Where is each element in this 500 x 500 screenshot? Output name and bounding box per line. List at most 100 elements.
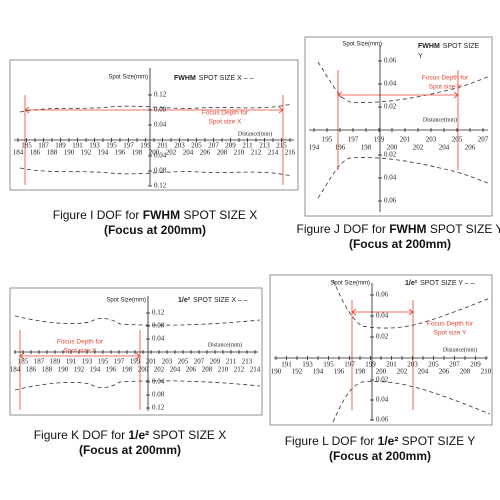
annotation: Focus Depth for [422, 75, 469, 82]
x-tick-label: 190 [58, 366, 69, 374]
x-tick-label: 192 [74, 366, 85, 374]
caption-focus: (Focus at 200mm) [328, 449, 432, 463]
lower-curve [332, 381, 491, 423]
annotation: Spot size Y [434, 330, 467, 337]
x-tick-label: 186 [30, 149, 41, 157]
x-tick-label: 207 [208, 142, 219, 150]
x-tick-label: 200 [149, 149, 160, 157]
caption-focus: (Focus at 200mm) [103, 223, 207, 237]
x-tick-label: 197 [123, 142, 134, 150]
x-tick-label: 207 [478, 136, 489, 144]
title-bold: FWHM [418, 43, 440, 50]
x-tick-label: 201 [386, 361, 397, 369]
y-tick-label: 0.12 [152, 309, 165, 317]
title-rest: SPOT SIZE [443, 43, 480, 50]
x-tick-label: 209 [210, 358, 221, 366]
x-tick-label: 196 [334, 368, 345, 376]
x-tick-label: 195 [106, 142, 117, 150]
caption-suffix: SPOT SIZE X [183, 208, 258, 222]
title-rest: SPOT SIZE Y – – [420, 280, 475, 287]
x-tick-label: 199 [130, 358, 141, 366]
x-tick-label: 201 [157, 142, 168, 150]
x-tick-label: 214 [250, 366, 261, 374]
axis-title: Spot Size(mm) [106, 298, 146, 304]
y-tick-label: 0.08 [152, 391, 165, 399]
y-tick-label: 0.04 [154, 152, 167, 160]
x-tick-label: 206 [200, 149, 211, 157]
caption: Figure K DOF for 1/e² SPOT SIZE X (Focus … [34, 428, 227, 458]
panel-frame [269, 274, 493, 426]
caption-bold: FWHM [389, 222, 427, 236]
panel-title: 1/e² SPOT SIZE Y – – [405, 280, 475, 287]
panel-title: FWHM SPOT SIZE [418, 43, 480, 50]
caption: Figure J DOF for FWHM SPOT SIZE Y (Focus … [297, 222, 500, 252]
x-tick-label: 211 [242, 142, 253, 150]
focus-range [337, 70, 459, 170]
x-tick-label: 187 [38, 142, 49, 150]
x-tick-label: 205 [428, 361, 439, 369]
y-tick-label: 0.08 [154, 106, 167, 114]
axis-title: Spot Size(mm) [342, 42, 382, 48]
caption-line: Figure L DOF for 1/e² SPOT SIZE Y [285, 434, 476, 449]
x-tick-label: 209 [225, 142, 236, 150]
y-tick-label: 0.04 [154, 121, 167, 129]
x-tick-label: 189 [50, 358, 61, 366]
x-tick-label: 196 [335, 144, 346, 152]
x-tick-label: 205 [452, 136, 463, 144]
annotation: Focus Depth for [57, 339, 104, 346]
caption-line: Figure I DOF for FWHM SPOT SIZE X [53, 208, 258, 223]
x-tick-label: 206 [465, 144, 476, 152]
x-tick-label: 193 [89, 142, 100, 150]
x-tick-label: 193 [302, 361, 313, 369]
panel-frame [304, 36, 493, 217]
x-tick-label: 196 [115, 149, 126, 157]
y-tick-label: 0.04 [384, 174, 397, 182]
x-tick-label: 198 [355, 368, 366, 376]
focus-range [19, 330, 141, 410]
y-tick-label: 0.06 [376, 416, 389, 424]
x-tick-label: 189 [55, 142, 66, 150]
upper-curve [19, 103, 293, 113]
title-rest: SPOT SIZE X – – [193, 297, 248, 304]
distance-label: Distance(mm) [238, 130, 272, 137]
x-tick-label: 215 [276, 142, 287, 150]
panel-title: 1/e² SPOT SIZE X – – [178, 297, 248, 304]
x-tick-label: 207 [449, 361, 460, 369]
y-tick-label: 0.04 [152, 335, 165, 343]
annotation: Focus Depth for [202, 110, 249, 117]
x-tick-label: 185 [21, 142, 32, 150]
x-tick-label: 200 [387, 144, 398, 152]
distance-label: Distance(mm) [443, 346, 477, 353]
x-tick-label: 203 [174, 142, 185, 150]
caption: Figure I DOF for FWHM SPOT SIZE X (Focus … [53, 208, 258, 238]
caption-line: Figure J DOF for FWHM SPOT SIZE Y [297, 222, 500, 237]
caption-bold: 1/e² [377, 434, 399, 448]
x-tick-label: 194 [313, 368, 324, 376]
x-tick-label: 191 [66, 358, 77, 366]
y-tick-label: 0.12 [152, 404, 165, 412]
x-tick-label: 216 [285, 149, 296, 157]
caption-prefix: Figure I DOF for [52, 208, 140, 222]
lower-curve [19, 167, 293, 177]
x-tick-label: 188 [47, 149, 58, 157]
x-tick-label: 190 [271, 368, 282, 376]
upper-curve [14, 315, 261, 326]
caption-focus: (Focus at 200mm) [78, 443, 182, 457]
caption-bold: FWHM [142, 208, 181, 222]
x-tick-label: 212 [234, 366, 245, 374]
x-tick-label: 213 [259, 142, 270, 150]
x-tick-label: 201 [400, 136, 411, 144]
panel-frame [9, 59, 299, 191]
x-tick-label: 195 [323, 361, 334, 369]
x-tick-label: 210 [481, 368, 492, 376]
x-tick-label: 206 [439, 368, 450, 376]
x-tick-label: 208 [460, 368, 471, 376]
x-tick-label: 205 [191, 142, 202, 150]
caption-suffix: SPOT SIZE X [152, 428, 227, 442]
title-rest: SPOT SIZE X – – [199, 75, 254, 82]
y-tick-label: 0.06 [376, 291, 389, 299]
x-tick-label: 190 [64, 149, 75, 157]
x-tick-label: 198 [132, 149, 143, 157]
x-tick-label: 204 [418, 368, 429, 376]
